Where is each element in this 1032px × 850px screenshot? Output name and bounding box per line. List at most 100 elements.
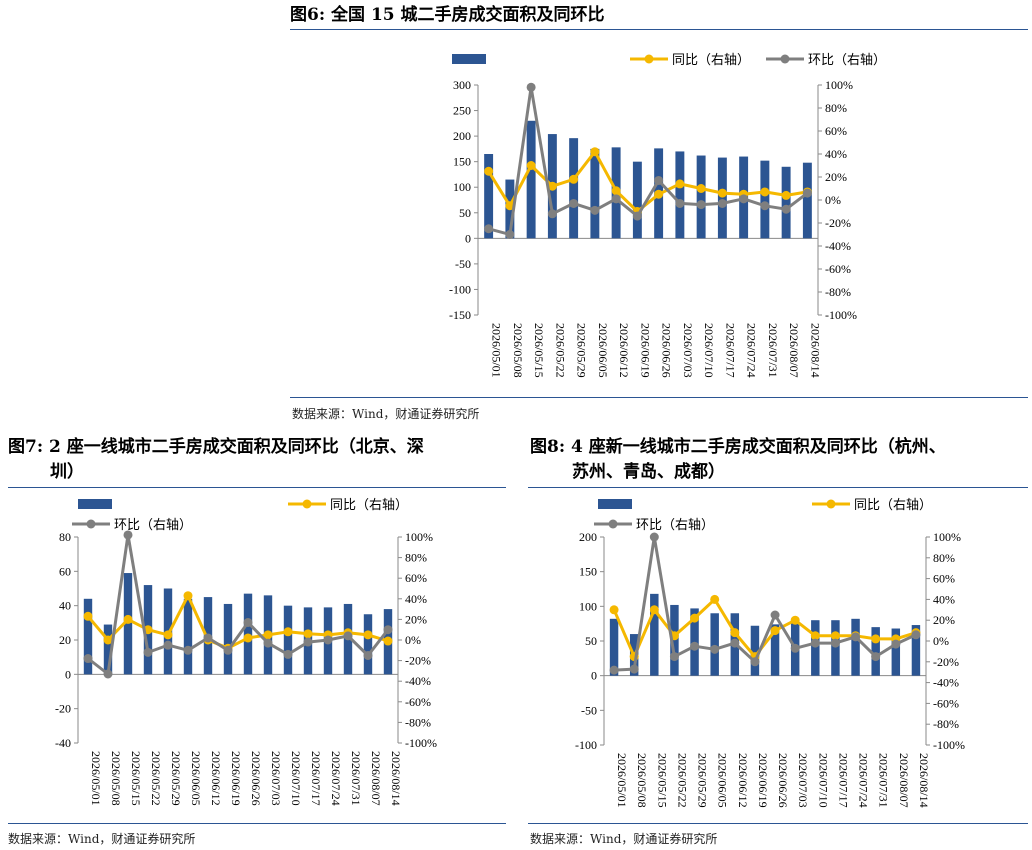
fig8-y-right-tick-label: 80% bbox=[933, 551, 955, 565]
fig7-title-line2: 圳） bbox=[50, 462, 84, 482]
fig7-y-left-tick-label: 20 bbox=[59, 633, 71, 647]
fig6-x-tick-label: 2026/08/07 bbox=[787, 323, 801, 378]
fig7-y-right-tick-label: -100% bbox=[405, 736, 437, 750]
fig6-y-left-tick-label: 0 bbox=[465, 231, 471, 245]
fig6-legend-area-swatch bbox=[452, 54, 486, 64]
fig6-legend-yoy-label: 同比（右轴） bbox=[672, 53, 750, 68]
fig8-title-rule bbox=[528, 487, 1028, 488]
fig7-x-tick-label: 2026/06/12 bbox=[209, 751, 223, 806]
fig8-y-left-tick-label: 0 bbox=[591, 669, 597, 683]
fig8-bar bbox=[750, 625, 760, 676]
fig8-x-tick-label: 2026/05/08 bbox=[635, 753, 649, 808]
fig7-x-tick-label: 2026/07/10 bbox=[289, 751, 303, 806]
fig8-bar bbox=[851, 618, 860, 676]
fig6-yoy-point bbox=[505, 201, 515, 211]
fig6-y-left-tick-label: 300 bbox=[453, 78, 471, 92]
fig8-mom-point bbox=[770, 610, 780, 620]
fig6-mom-point bbox=[505, 230, 515, 239]
fig8-bar bbox=[770, 624, 780, 676]
fig7-x-tick-label: 2026/07/17 bbox=[309, 751, 323, 806]
fig8-x-tick-label: 2026/05/01 bbox=[615, 753, 629, 808]
fig6-mom-point bbox=[611, 194, 621, 204]
fig7-yoy-point bbox=[183, 591, 193, 601]
fig6-yoy-point bbox=[760, 187, 770, 197]
fig6-x-tick-label: 2026/07/17 bbox=[723, 323, 737, 378]
fig8-mom-point bbox=[830, 638, 840, 648]
fig8-yoy-line bbox=[612, 597, 917, 659]
fig7-bar bbox=[283, 605, 293, 675]
fig6-y-left-tick-label: 200 bbox=[453, 129, 471, 143]
fig7-mom-point bbox=[143, 647, 153, 657]
fig8-y-right-tick-label: -40% bbox=[933, 676, 959, 690]
fig6-x-tick-label: 2026/07/03 bbox=[681, 323, 695, 378]
fig7-mom-point bbox=[243, 617, 253, 627]
fig8-x-tick-label: 2026/08/07 bbox=[897, 753, 911, 808]
fig8-bar bbox=[650, 593, 659, 676]
fig8-mom-point bbox=[629, 664, 639, 674]
fig7-y-left-tick-label: -20 bbox=[55, 702, 71, 716]
fig6-bar bbox=[802, 162, 812, 239]
fig7-y-right-tick-label: -80% bbox=[405, 715, 431, 729]
fig6-y-left-tick-label: 150 bbox=[453, 155, 471, 169]
fig7-source: 数据来源：Wind，财通证券研究所 bbox=[8, 832, 196, 846]
fig6-x-tick-label: 2026/07/24 bbox=[745, 323, 759, 378]
fig7-y-right-tick-label: -20% bbox=[405, 654, 431, 668]
fig6-x-tick-label: 2026/06/12 bbox=[617, 323, 631, 378]
fig8-bar bbox=[871, 627, 880, 676]
fig6-yoy-point bbox=[696, 184, 706, 193]
fig8-yoy-point bbox=[609, 605, 619, 615]
fig7-yoy-point bbox=[303, 629, 313, 639]
fig6-bar bbox=[717, 157, 727, 239]
fig8-x-tick-label: 2026/08/14 bbox=[917, 753, 931, 808]
fig8-yoy-point bbox=[710, 594, 720, 604]
fig6-y-left-tick-label: 50 bbox=[459, 206, 471, 220]
fig6-y-right-tick-label: 60% bbox=[825, 124, 847, 138]
fig7-y-right-tick-label: 20% bbox=[405, 612, 427, 626]
fig6-x-tick-label: 2026/05/08 bbox=[511, 323, 525, 378]
fig7-legend-area-swatch bbox=[78, 499, 112, 509]
fig7-y-left-tick-label: 0 bbox=[65, 667, 71, 681]
fig7-yoy-point bbox=[383, 636, 393, 646]
fig6-mom-point bbox=[632, 211, 642, 221]
fig8-bar bbox=[911, 625, 921, 676]
fig6-yoy-point bbox=[717, 188, 727, 198]
fig8-legend-mom-label: 环比（右轴） bbox=[636, 518, 714, 533]
fig6-yoy-point bbox=[675, 179, 685, 189]
fig6-mom-point bbox=[484, 224, 494, 234]
fig8-bar bbox=[891, 628, 901, 676]
fig8-y-right-tick-label: -100% bbox=[933, 738, 965, 752]
fig8-y-right-tick-label: -20% bbox=[933, 655, 959, 669]
fig6-mom-point bbox=[590, 205, 600, 215]
fig8-mom-point bbox=[649, 532, 659, 542]
fig6-mom-point bbox=[547, 209, 557, 219]
fig6-x-tick-label: 2026/05/29 bbox=[575, 323, 589, 378]
fig8-mom-point bbox=[851, 632, 861, 642]
fig8-bar bbox=[710, 613, 719, 676]
fig7-legend-yoy-marker bbox=[302, 499, 312, 509]
fig7-mom-point bbox=[343, 631, 353, 641]
fig7-y-left-tick-label: 60 bbox=[59, 564, 71, 578]
fig6-yoy-point bbox=[611, 186, 621, 196]
fig7-mom-point bbox=[103, 669, 113, 679]
fig7-y-right-tick-label: 80% bbox=[405, 551, 427, 565]
fig6-mom-point bbox=[675, 198, 685, 208]
fig6-bar bbox=[675, 151, 685, 239]
fig8-legend-area-swatch bbox=[598, 499, 632, 509]
fig7-y-right-tick-label: 100% bbox=[405, 530, 433, 544]
fig8-yoy-point bbox=[790, 615, 800, 625]
fig8-y-right-tick-label: 0% bbox=[933, 634, 949, 648]
fig6-y-right-tick-label: -80% bbox=[825, 285, 851, 299]
fig8-y-right-tick-label: -60% bbox=[933, 696, 959, 710]
fig6-y-left-tick-label: -150 bbox=[449, 308, 471, 322]
fig7-mom-point bbox=[223, 645, 233, 655]
fig6-x-tick-label: 2026/07/10 bbox=[702, 323, 716, 378]
fig7-y-right-tick-label: -40% bbox=[405, 674, 431, 688]
fig7-bar bbox=[363, 614, 373, 675]
fig8-yoy-point bbox=[730, 628, 740, 638]
fig7-yoy-point bbox=[103, 635, 113, 645]
fig6-y-right-tick-label: -20% bbox=[825, 216, 851, 230]
fig6-x-tick-label: 2026/05/15 bbox=[532, 323, 546, 378]
fig7-mom-point bbox=[183, 645, 193, 655]
fig8-yoy-point bbox=[871, 634, 881, 644]
